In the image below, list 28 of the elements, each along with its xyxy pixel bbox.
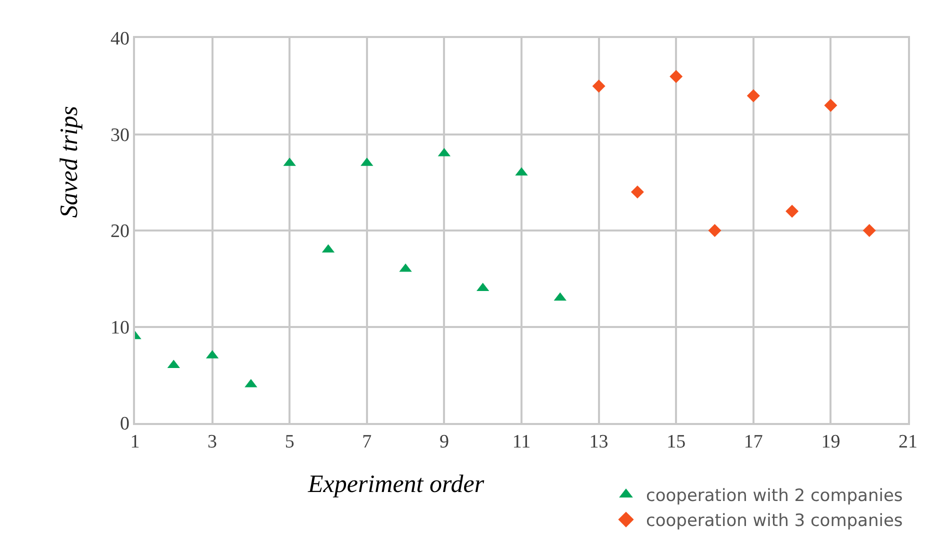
- x-tick-label: 17: [744, 432, 763, 453]
- point: [786, 204, 799, 218]
- x-axis-title: Experiment order: [307, 471, 484, 498]
- point: [862, 224, 876, 237]
- point: [630, 186, 644, 198]
- legend-label: cooperation with 2 companies: [646, 486, 903, 506]
- point: [824, 98, 838, 112]
- y-axis-title: Saved trips: [56, 106, 83, 218]
- x-tick-label: 13: [589, 432, 608, 453]
- y-tick-label: 20: [110, 221, 130, 242]
- point: [670, 70, 683, 83]
- y-tick-label: 30: [110, 124, 130, 146]
- point: [592, 80, 606, 93]
- x-tick-label: 11: [512, 432, 531, 453]
- y-tick-label: 0: [120, 414, 130, 435]
- x-tick-label: 21: [898, 432, 918, 453]
- y-tick-label: 40: [110, 28, 130, 50]
- legend-label: cooperation with 3 companies: [646, 511, 903, 532]
- x-tick-label: 3: [208, 432, 218, 453]
- y-tick-label: 10: [110, 317, 130, 338]
- x-tick-label: 9: [439, 432, 449, 453]
- x-tick-label: 1: [130, 432, 140, 453]
- x-tick-label: 7: [362, 432, 372, 453]
- point: [746, 89, 760, 102]
- x-tick-label: 15: [666, 432, 686, 453]
- x-tick-label: 5: [284, 432, 294, 453]
- point: [708, 224, 722, 237]
- x-tick-label: 19: [821, 432, 840, 453]
